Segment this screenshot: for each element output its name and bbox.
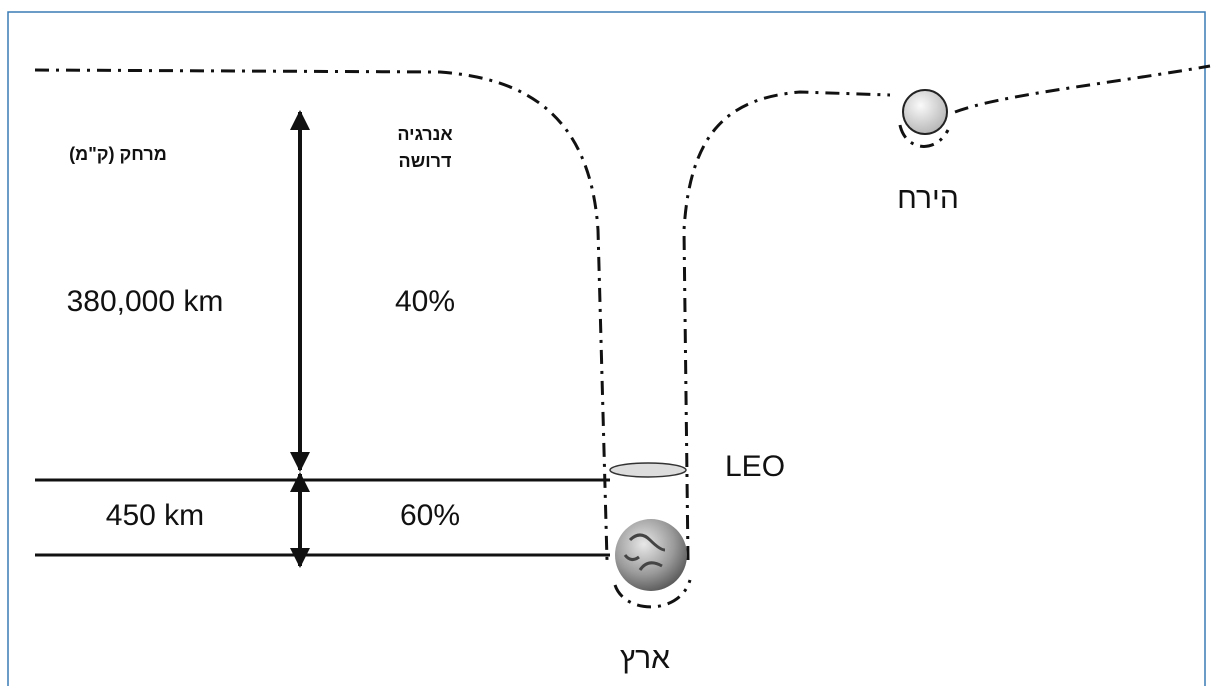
gravity-well-far [955, 66, 1210, 112]
moon [903, 90, 947, 134]
distance-value: 380,000 km [67, 285, 224, 318]
energy-header: אנרגיה [397, 124, 452, 144]
frame [8, 12, 1205, 686]
moon-label: הירח [897, 182, 959, 215]
diagram: מרחק (ק"מ) אנרגיה דרושה 380,000 km 40% 4… [0, 0, 1213, 686]
distance-header: מרחק (ק"מ) [69, 144, 167, 164]
energy-header: דרושה [399, 151, 452, 171]
leo-label: LEO [725, 450, 785, 483]
energy-value: 60% [400, 499, 460, 532]
gravity-well-right [684, 92, 890, 560]
distance-value: 450 km [106, 499, 204, 532]
energy-value: 40% [395, 285, 455, 318]
leo-orbit [610, 463, 686, 477]
earth-label: ארץ [620, 642, 670, 675]
